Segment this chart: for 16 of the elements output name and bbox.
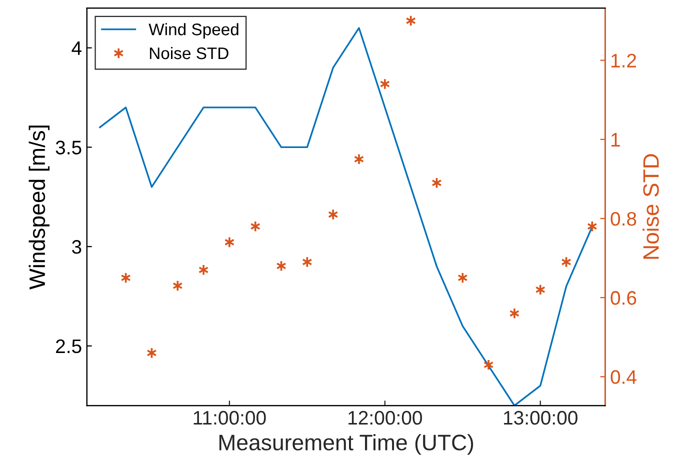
- y-tick-label: 3: [72, 240, 82, 254]
- y-tick-label: 3.5: [56, 140, 82, 154]
- x-tick-label: 13:00:00: [504, 410, 578, 425]
- x-tick-label: 12:00:00: [348, 410, 422, 425]
- y-tick-label: 4: [72, 42, 82, 55]
- y2-axis-title: Noise STD: [642, 154, 659, 259]
- y2-tick-label: 1.2: [611, 54, 636, 68]
- y2-tick-label: 1: [611, 133, 620, 146]
- legend-label: Wind Speed: [148, 23, 238, 39]
- y-axis-title: Windspeed [m/s]: [28, 126, 50, 290]
- y2-tick-label: 0.8: [610, 212, 636, 226]
- x-tick-label: 11:00:00: [194, 410, 266, 425]
- y-tick-label: 2.5: [56, 339, 82, 354]
- y2-tick-label: 0.6: [610, 291, 636, 305]
- x-axis-title: Measurement Time (UTC): [219, 434, 474, 455]
- y2-tick-label: 0.4: [610, 370, 636, 384]
